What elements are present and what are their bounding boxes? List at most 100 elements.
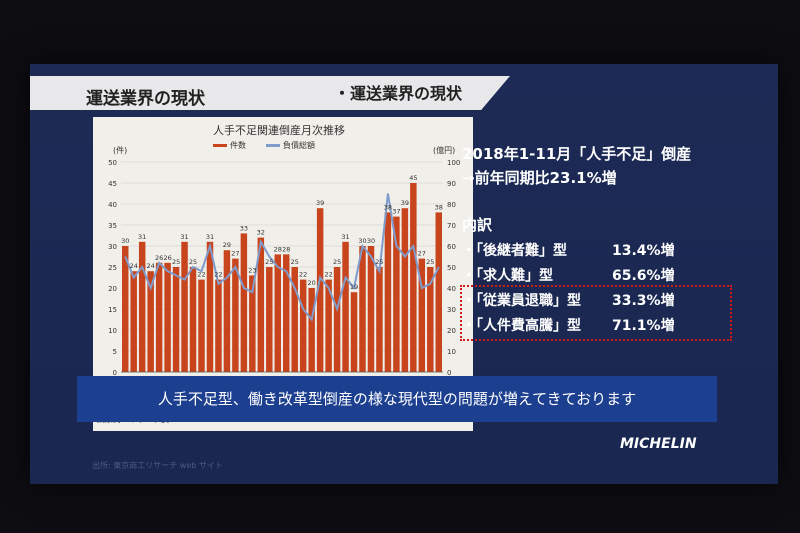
data-label: 25 — [426, 258, 434, 266]
data-label: 25 — [189, 258, 197, 266]
slide: 運送業界の現状 ・運送業界の現状 人手不足関連倒産月次推移 件数 負債総額 (件… — [30, 64, 778, 484]
y2-tick-label: 0 — [447, 369, 451, 377]
y-tick-label: 50 — [108, 159, 117, 167]
data-label: 23 — [248, 266, 256, 274]
bar — [401, 208, 409, 372]
data-label: 25 — [172, 258, 180, 266]
data-label: 25 — [265, 258, 273, 266]
bar — [350, 292, 358, 372]
y-tick-label: 0 — [113, 369, 117, 377]
data-label: 27 — [231, 250, 239, 258]
y-tick-label: 5 — [113, 348, 117, 356]
bar — [206, 241, 214, 372]
y2-tick-label: 40 — [447, 285, 456, 293]
bar — [164, 262, 171, 372]
footer-source: 出所: 東京商工リサーチ web サイト — [92, 461, 223, 470]
bar — [299, 279, 307, 372]
bar — [223, 250, 231, 372]
bar — [147, 271, 154, 372]
bar — [198, 279, 205, 372]
y-tick-label: 30 — [108, 243, 117, 251]
chart-legend: 件数 負債総額 — [213, 140, 315, 151]
data-label: 26 — [155, 254, 163, 262]
y-tick-label: 40 — [108, 201, 117, 209]
bar — [384, 212, 392, 372]
breakdown-row: ・「人件費高騰」型 71.1%増 — [462, 318, 675, 334]
data-label: 37 — [392, 208, 400, 216]
y2-axis-unit: (億円) — [433, 145, 455, 155]
data-label: 22 — [197, 271, 205, 279]
bar — [240, 233, 248, 372]
bar — [291, 267, 298, 372]
data-label: 45 — [409, 174, 417, 182]
y-tick-label: 20 — [108, 285, 117, 293]
highlight-box — [460, 285, 732, 341]
y-axis-unit: (件) — [113, 145, 127, 155]
data-label: 24 — [147, 262, 155, 270]
bar — [189, 267, 197, 372]
headline: 2018年1-11月「人手不足」倒産 →前年同期比23.1%増 — [462, 142, 691, 190]
bar — [367, 246, 375, 372]
bar — [342, 241, 349, 372]
data-label: 22 — [214, 271, 222, 279]
data-label: 30 — [121, 237, 129, 245]
y2-tick-label: 50 — [447, 264, 456, 272]
data-label: 39 — [401, 199, 409, 207]
y-tick-label: 25 — [108, 264, 117, 272]
y2-tick-label: 100 — [447, 159, 460, 167]
bar — [122, 246, 129, 372]
bar — [232, 258, 239, 372]
data-label: 30 — [358, 237, 366, 245]
headline-line-2: →前年同期比23.1%増 — [462, 169, 617, 187]
data-label: 22 — [299, 271, 307, 279]
bar — [138, 241, 146, 372]
data-label: 24 — [130, 262, 138, 270]
data-label: 27 — [418, 250, 426, 258]
data-label: 28 — [274, 245, 282, 253]
y-tick-label: 10 — [108, 327, 117, 335]
legend-item-debt: 負債総額 — [266, 140, 315, 151]
data-label: 31 — [206, 233, 214, 241]
bar — [359, 246, 366, 372]
data-label: 31 — [138, 233, 146, 241]
data-label: 22 — [324, 271, 332, 279]
bar — [283, 254, 290, 372]
data-label: 38 — [384, 203, 392, 211]
bar — [130, 271, 137, 372]
chart-plot: (件) (億円) 0 5 10 15 20 25 30 35 40 45 50 0 10 20 30 40 50 60… — [108, 145, 460, 393]
data-label: 28 — [282, 245, 290, 253]
headline-line-1: 2018年1-11月「人手不足」倒産 — [462, 145, 692, 163]
y2-tick-label: 70 — [447, 222, 456, 230]
bar — [274, 254, 281, 372]
breakdown-row: ・「後継者難」型 13.4%増 — [462, 243, 675, 259]
y-tick-label: 45 — [108, 180, 117, 188]
bar — [393, 216, 400, 372]
data-label: 31 — [341, 233, 349, 241]
y-tick-label: 35 — [108, 222, 117, 230]
bar — [410, 183, 417, 372]
chart-title: 人手不足関連倒産月次推移 — [213, 124, 345, 137]
callout-banner: 人手不足型、働き改革型倒産の様な現代型の問題が増えてきております — [77, 376, 717, 422]
bar — [316, 208, 324, 372]
y2-tick-label: 10 — [447, 348, 456, 356]
bar — [266, 267, 273, 372]
title-bar — [30, 76, 510, 110]
y2-tick-label: 80 — [447, 201, 456, 209]
michelin-logo: MICHELIN — [620, 436, 697, 452]
data-label: 25 — [291, 258, 299, 266]
data-label: 38 — [435, 203, 443, 211]
breakdown-row: ・「求人難」型 65.6%増 — [462, 268, 675, 284]
legend-item-count: 件数 — [213, 140, 246, 151]
data-label: 33 — [240, 224, 248, 232]
bar — [333, 267, 341, 372]
data-label: 32 — [257, 229, 265, 237]
bar — [257, 237, 265, 372]
data-label: 26 — [163, 254, 171, 262]
data-label: 31 — [180, 233, 188, 241]
bar — [215, 279, 222, 372]
data-label: 25 — [333, 258, 341, 266]
slide-subtitle: ・運送業界の現状 — [334, 84, 463, 103]
bar — [427, 267, 434, 372]
data-label: 29 — [223, 241, 231, 249]
debt-line — [124, 193, 440, 322]
